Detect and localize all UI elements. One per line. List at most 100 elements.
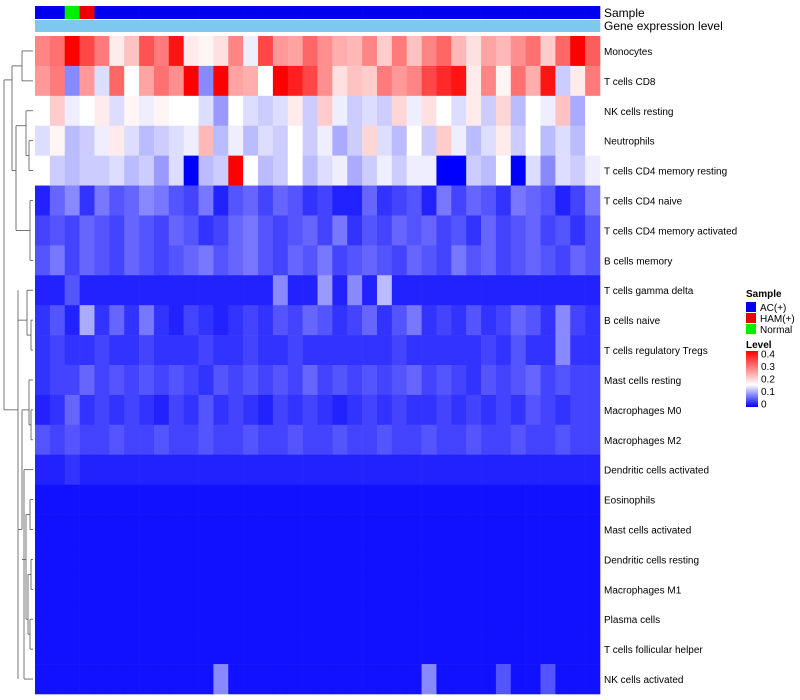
heatmap-cell bbox=[421, 634, 437, 665]
heatmap-cell bbox=[585, 574, 601, 605]
heatmap-cell bbox=[49, 65, 66, 97]
heatmap-cell bbox=[228, 544, 244, 575]
heatmap-cell bbox=[287, 574, 303, 605]
heatmap-cell bbox=[347, 664, 363, 695]
heatmap-cell bbox=[362, 335, 378, 366]
heatmap-cell bbox=[332, 215, 348, 246]
heatmap-cell bbox=[376, 454, 393, 485]
heatmap-cell bbox=[124, 36, 140, 67]
heatmap-cell bbox=[525, 454, 541, 485]
track-label-sample: Sample bbox=[604, 6, 645, 20]
expression-annotation-cell bbox=[317, 20, 333, 32]
heatmap-cell bbox=[362, 604, 378, 635]
heatmap-cell bbox=[540, 484, 556, 515]
heatmap-cell bbox=[525, 305, 541, 336]
heatmap-cell bbox=[540, 634, 556, 665]
heatmap-cell bbox=[49, 574, 66, 605]
sample-annotation-cell bbox=[168, 6, 184, 19]
heatmap-cell bbox=[243, 394, 259, 426]
heatmap-cell bbox=[94, 305, 110, 336]
heatmap-cell bbox=[228, 365, 244, 396]
heatmap-cell bbox=[243, 125, 259, 156]
heatmap-cell bbox=[555, 36, 571, 67]
heatmap-cell bbox=[540, 424, 556, 456]
heatmap-cell bbox=[153, 484, 170, 515]
expression-annotation-cell bbox=[540, 20, 556, 32]
row-label: T cells CD4 memory resting bbox=[604, 167, 727, 178]
row-label: Neutrophils bbox=[604, 137, 655, 148]
heatmap-cell bbox=[153, 514, 170, 545]
heatmap-cell bbox=[243, 185, 259, 216]
heatmap-cell bbox=[243, 95, 259, 127]
heatmap-cell bbox=[153, 36, 170, 67]
heatmap-cell bbox=[213, 215, 229, 246]
sample-annotation-cell bbox=[347, 6, 363, 19]
heatmap-cell bbox=[183, 484, 199, 515]
heatmap-cell bbox=[332, 245, 348, 276]
heatmap-cell bbox=[94, 604, 110, 635]
heatmap-cell bbox=[35, 484, 51, 515]
sample-annotation-cell bbox=[585, 6, 601, 19]
heatmap-cell bbox=[287, 484, 303, 515]
heatmap-cell bbox=[228, 574, 244, 605]
heatmap-cell bbox=[258, 365, 274, 396]
heatmap-cell bbox=[228, 604, 244, 635]
sample-annotation-cell bbox=[451, 6, 467, 19]
heatmap-cell bbox=[213, 155, 229, 186]
heatmap-cell bbox=[332, 65, 348, 97]
heatmap-cell bbox=[109, 125, 125, 156]
heatmap-cell bbox=[570, 544, 586, 575]
heatmap-cell bbox=[555, 185, 571, 216]
heatmap-cell bbox=[347, 95, 363, 127]
heatmap-cell bbox=[481, 335, 497, 366]
sample-annotation-track bbox=[35, 6, 601, 19]
heatmap-cell bbox=[525, 544, 541, 575]
expression-annotation-cell bbox=[421, 20, 437, 32]
heatmap-cell bbox=[153, 544, 170, 575]
heatmap-cell bbox=[272, 95, 289, 127]
heatmap-cell bbox=[347, 245, 363, 276]
heatmap-cell bbox=[585, 215, 601, 246]
heatmap-cell bbox=[317, 245, 333, 276]
heatmap-cell bbox=[436, 155, 452, 186]
heatmap-cell bbox=[287, 664, 303, 695]
heatmap-cell bbox=[451, 604, 467, 635]
heatmap-cell bbox=[139, 424, 155, 456]
heatmap-cell bbox=[540, 664, 556, 695]
heatmap-cell bbox=[376, 394, 393, 426]
expression-annotation-cell bbox=[35, 20, 51, 32]
heatmap-cell bbox=[510, 155, 526, 186]
heatmap-cell bbox=[555, 574, 571, 605]
heatmap-cell bbox=[495, 574, 512, 605]
heatmap-cell bbox=[436, 514, 452, 545]
heatmap-cell bbox=[540, 36, 556, 67]
heatmap-cell bbox=[391, 424, 408, 456]
row-label: B cells naive bbox=[604, 316, 661, 327]
heatmap-cell bbox=[495, 544, 512, 575]
heatmap-cell bbox=[555, 664, 571, 695]
heatmap-cell bbox=[35, 394, 51, 426]
heatmap-cell bbox=[213, 424, 229, 456]
sample-annotation-cell bbox=[258, 6, 274, 19]
heatmap-cell bbox=[436, 454, 452, 485]
sample-annotation-cell bbox=[35, 6, 51, 19]
heatmap-cell bbox=[139, 604, 155, 635]
heatmap-cell bbox=[287, 245, 303, 276]
heatmap-cell bbox=[109, 335, 125, 366]
heatmap-cell bbox=[228, 634, 244, 665]
heatmap-cell bbox=[555, 424, 571, 456]
heatmap-cell bbox=[391, 604, 408, 635]
row-label: T cells CD4 naive bbox=[604, 197, 683, 208]
heatmap-cell bbox=[376, 544, 393, 575]
heatmap-cell bbox=[243, 484, 259, 515]
heatmap-cell bbox=[585, 335, 601, 366]
heatmap-cell bbox=[35, 125, 51, 156]
heatmap-cell bbox=[481, 454, 497, 485]
heatmap-cell bbox=[481, 36, 497, 67]
heatmap-cell bbox=[391, 484, 408, 515]
expression-annotation-cell bbox=[243, 20, 259, 32]
heatmap-cell bbox=[555, 634, 571, 665]
heatmap-cell bbox=[317, 394, 333, 426]
heatmap-cell bbox=[49, 634, 66, 665]
heatmap-cell bbox=[436, 95, 452, 127]
